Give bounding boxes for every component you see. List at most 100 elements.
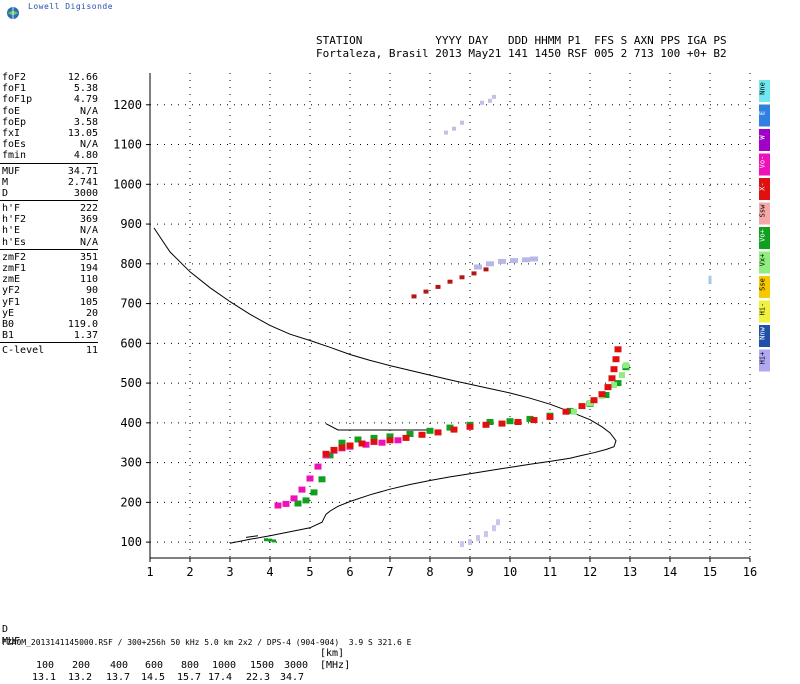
legend-swatch	[759, 153, 770, 176]
echo-point-low-faint	[492, 525, 496, 532]
globe-icon	[7, 7, 19, 19]
legend-label: Hi+	[759, 352, 767, 365]
echo-point-x-mode-red	[370, 438, 378, 445]
param-row: M 2.741	[0, 177, 98, 188]
param-label: B1	[2, 330, 15, 342]
param-row: h'F2 369	[0, 214, 98, 225]
param-value: 119.0	[67, 318, 98, 330]
echo-point-x-mode-lightgreen	[587, 400, 593, 406]
y-tick-label: 1000	[113, 177, 142, 191]
y-tick-label: 700	[120, 297, 142, 311]
param-label: h'Es	[2, 236, 27, 248]
param-row: B1 1.37	[0, 330, 98, 341]
header-line-2: Fortaleza, Brasil 2013 May21 141 1450 RS…	[316, 47, 727, 60]
echo-point-low-faint	[476, 535, 480, 542]
y-tick-label: 900	[120, 217, 142, 231]
distance-value: 1500	[250, 660, 275, 671]
param-label: M	[2, 176, 9, 188]
echo-point-x-mode-red	[514, 419, 522, 425]
y-tick-label: 100	[120, 535, 142, 549]
legend-label: Hi-	[759, 303, 767, 316]
param-value: 90	[85, 285, 98, 297]
muf-unit: [MHz]	[320, 660, 351, 671]
y-tick-label: 500	[120, 376, 142, 390]
param-label: zmF1	[2, 263, 27, 274]
param-value: 110	[79, 274, 98, 286]
x-tick-label: 13	[623, 565, 637, 579]
echo-point-x-mode-red	[358, 440, 366, 447]
x-tick-label: 4	[266, 565, 273, 579]
param-row: yE 20	[0, 308, 98, 319]
param-label: yF1	[2, 296, 21, 308]
param-row: zmF1 194	[0, 263, 98, 274]
param-row: D 3000	[0, 188, 98, 199]
echo-point-multiple-red	[471, 271, 477, 276]
echo-point-x-mode-red	[402, 434, 410, 441]
echo-point-o-mode-magenta	[298, 486, 306, 493]
echo-point-x-mode-red	[614, 346, 622, 353]
param-value: 20	[85, 307, 98, 319]
param-value: 12.66	[67, 72, 98, 83]
echo-point-upper-faint	[460, 120, 464, 125]
echo-point-e-layer-green	[268, 538, 272, 542]
muf-value: 15.7	[177, 672, 202, 683]
echo-point-x-mode-red	[386, 437, 394, 444]
param-label: foEp	[2, 116, 27, 128]
echo-point-upper-faint	[452, 126, 456, 131]
distance-value: 600	[145, 660, 164, 671]
param-value: 105	[79, 296, 98, 308]
echo-point-o-mode-magenta	[282, 500, 290, 507]
station-header: STATION YYYY DAY DDD HHMM P1 FFS S AXN P…	[316, 34, 727, 60]
x-tick-label: 3	[226, 565, 233, 579]
echo-point-o-mode-green	[602, 392, 610, 398]
echo-point-e-layer-green	[264, 538, 268, 542]
param-label: foE	[2, 105, 21, 117]
echo-point-upper-faint	[480, 100, 484, 105]
legend-swatch	[759, 325, 770, 347]
param-row: h'F 222	[0, 203, 98, 214]
x-tick-label: 5	[306, 565, 313, 579]
echo-point-x-mode-red	[598, 391, 606, 398]
header-line-1: STATION YYYY DAY DDD HHMM P1 FFS S AXN P…	[316, 34, 727, 47]
param-value: 4.80	[73, 150, 98, 162]
legend-label: Nne	[759, 82, 767, 95]
legend-label: Nnw	[759, 326, 767, 339]
echo-point-x-mode-red	[562, 408, 570, 415]
echo-point-x-mode-red	[604, 384, 612, 391]
muf-table: D [km] 100 200 400 600 800 1000 1500 3000 MUF […	[0, 612, 800, 683]
param-value: 2.741	[67, 176, 98, 188]
echo-point-x-mode-red	[546, 413, 554, 420]
param-value: 34.71	[67, 165, 98, 177]
param-row: B0 119.0	[0, 319, 98, 330]
legend-label: Ssw	[759, 204, 767, 217]
param-value: 222	[79, 203, 98, 215]
echo-point-x-mode-red	[346, 442, 354, 449]
echo-point-x-mode-red	[434, 429, 442, 436]
param-value: N/A	[79, 139, 98, 151]
distance-row: D [km] 100 200 400 600 800 1000 1500 3000	[0, 612, 800, 671]
param-value: 369	[79, 214, 98, 226]
echo-point-o-mode-magenta	[394, 437, 402, 444]
echo-point-low-faint	[460, 541, 464, 548]
echo-point-o-mode-green	[526, 415, 534, 422]
param-row: foEs N/A	[0, 139, 98, 150]
param-label: foF1p	[2, 94, 33, 106]
echo-point-upper-faint	[492, 94, 496, 99]
echo-point-o-mode-magenta	[314, 463, 322, 470]
echo-point-o-mode-green	[294, 500, 302, 507]
echo-point-multiple-red	[483, 267, 489, 272]
legend-label: Sse	[759, 278, 767, 291]
distance-value: 100	[36, 660, 55, 671]
echo-point-e-layer-green	[272, 539, 276, 543]
param-label: h'E	[2, 225, 21, 237]
echo-point-x-mode-red	[590, 397, 598, 404]
param-row: fmin 4.80	[0, 150, 98, 161]
muf-value: 14.5	[141, 672, 166, 683]
echo-point-o-mode-green	[338, 439, 346, 446]
echo-point-multiple-red	[459, 275, 465, 280]
legend-swatch	[759, 129, 770, 151]
muf-value: 22.3	[246, 672, 271, 683]
echo-point-o-mode-green	[318, 476, 326, 483]
x-tick-label: 16	[743, 565, 757, 579]
param-row: foF2 12.66	[0, 72, 98, 83]
